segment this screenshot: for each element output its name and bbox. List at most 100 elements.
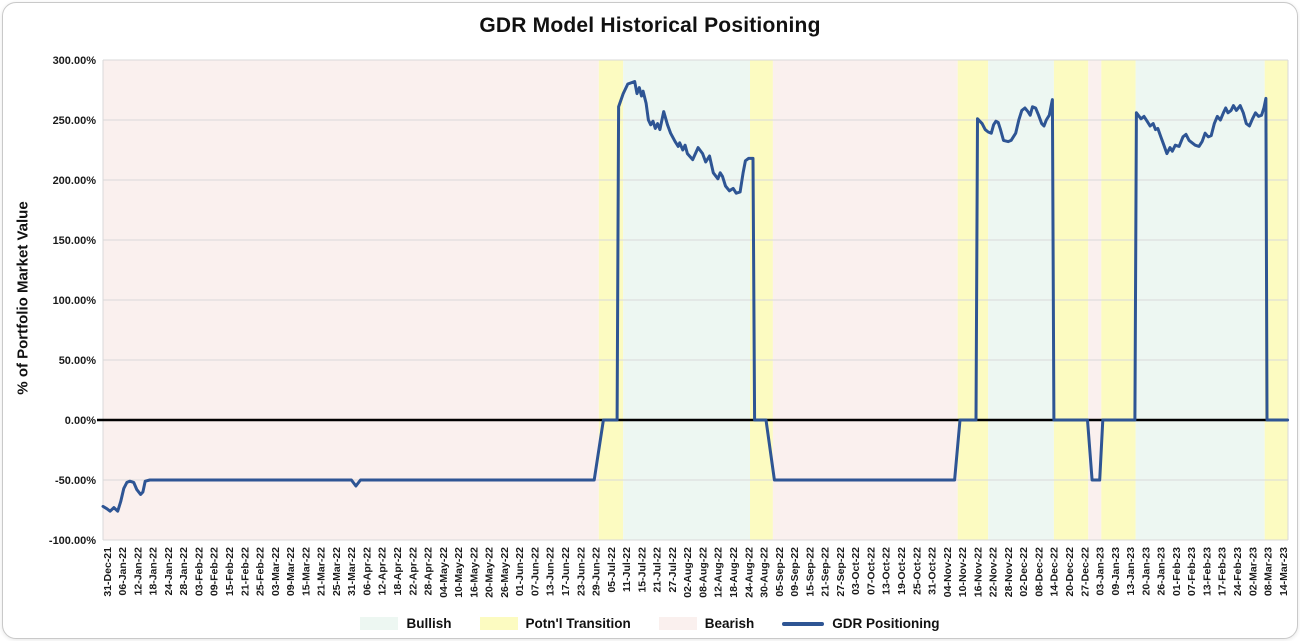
x-tick-label: 02-Aug-22	[682, 547, 694, 598]
y-tick-label: 250.00%	[53, 115, 97, 127]
x-tick-label: 23-Jun-22	[575, 547, 587, 596]
x-tick-label: 13-Jun-22	[545, 547, 557, 596]
x-tick-label: 28-Apr-22	[423, 547, 435, 596]
y-tick-label: -50.00%	[55, 475, 96, 487]
x-tick-label: 16-Nov-22	[972, 547, 984, 597]
y-tick-label: 200.00%	[53, 175, 97, 187]
x-tick-label: 25-Mar-22	[331, 547, 343, 596]
x-tick-label: 31-Oct-22	[927, 547, 939, 595]
x-tick-label: 17-Feb-23	[1217, 547, 1229, 596]
x-tick-label: 15-Sep-22	[804, 547, 816, 597]
x-tick-label: 13-Oct-22	[881, 547, 893, 595]
x-tick-label: 16-May-22	[468, 547, 480, 598]
x-tick-label: 12-Aug-22	[713, 547, 725, 598]
x-tick-label: 21-Jul-22	[652, 547, 664, 593]
x-tick-label: 07-Feb-23	[1186, 547, 1198, 596]
y-tick-label: 300.00%	[53, 55, 97, 67]
x-tick-label: 05-Jul-22	[606, 547, 618, 593]
x-tick-label: 02-Mar-23	[1247, 547, 1259, 596]
x-tick-label: 04-May-22	[438, 547, 450, 598]
x-tick-label: 12-Jan-22	[132, 547, 144, 596]
x-tick-label: 08-Aug-22	[697, 547, 709, 598]
x-tick-label: 21-Sep-22	[820, 547, 832, 597]
y-tick-label: 50.00%	[59, 355, 97, 367]
x-tick-label: 01-Feb-23	[1171, 547, 1183, 596]
x-tick-label: 07-Oct-22	[865, 547, 877, 595]
x-tick-label: 31-Mar-22	[346, 547, 358, 596]
legend-item-potn-l-transition: Potn'l Transition	[479, 616, 631, 631]
legend-label-bearish: Bearish	[704, 616, 755, 631]
y-tick-label: 100.00%	[53, 295, 97, 307]
x-tick-label: 06-Jan-22	[117, 547, 129, 596]
x-tick-label: 09-Mar-22	[285, 547, 297, 596]
legend-item-bullish: Bullish	[360, 616, 452, 631]
legend-label-bullish: Bullish	[406, 616, 452, 631]
y-tick-label: -100.00%	[49, 535, 96, 547]
legend: Bullish Potn'l Transition Bearish GDR Posit…	[3, 616, 1297, 631]
legend-label-potn-l-transition: Potn'l Transition	[525, 616, 631, 631]
x-tick-label: 21-Feb-22	[239, 547, 251, 596]
x-tick-label: 03-Mar-22	[270, 547, 282, 596]
legend-swatch-bearish	[658, 617, 697, 630]
x-tick-label: 11-Jul-22	[621, 547, 633, 592]
legend-item-gdr-positioning: GDR Positioning	[782, 616, 940, 631]
x-tick-label: 09-Sep-22	[789, 547, 801, 597]
gdr-positioning-line	[101, 80, 1290, 513]
x-tick-label: 03-Jan-23	[1095, 547, 1107, 596]
x-tick-label: 31-Dec-21	[102, 547, 114, 597]
x-tick-label: 07-Jun-22	[529, 547, 541, 596]
x-tick-label: 26-May-22	[499, 547, 511, 598]
x-tick-label: 15-Jul-22	[636, 547, 648, 593]
x-tick-label: 28-Jan-22	[178, 547, 190, 596]
x-tick-label: 05-Sep-22	[774, 547, 786, 597]
x-tick-label: 27-Dec-22	[1079, 547, 1091, 597]
x-tick-label: 24-Jan-22	[163, 547, 175, 596]
legend-swatch-bullish	[360, 617, 399, 630]
legend-label-gdr-positioning: GDR Positioning	[832, 616, 940, 631]
x-tick-label: 18-Jan-22	[148, 547, 160, 596]
x-tick-label: 08-Mar-23	[1263, 547, 1275, 596]
x-tick-label: 22-Nov-22	[988, 547, 1000, 597]
x-tick-label: 27-Jul-22	[667, 547, 679, 593]
y-tick-label: 0.00%	[65, 415, 96, 427]
x-tick-label: 27-Sep-22	[835, 547, 847, 597]
x-tick-label: 03-Feb-22	[193, 547, 205, 596]
x-tick-label: 24-Feb-23	[1232, 547, 1244, 596]
chart-title: GDR Model Historical Positioning	[479, 14, 821, 37]
x-tick-label: 22-Apr-22	[407, 547, 419, 596]
x-tick-label: 24-Aug-22	[743, 547, 755, 598]
x-tick-label: 20-Jan-23	[1140, 547, 1152, 596]
x-tick-label: 10-Nov-22	[957, 547, 969, 597]
x-tick-label: 30-Aug-22	[759, 547, 771, 598]
x-tick-label: 17-Jun-22	[560, 547, 572, 596]
x-tick-label: 08-Dec-22	[1033, 547, 1045, 597]
x-tick-label: 13-Feb-23	[1201, 547, 1213, 596]
x-tick-label: 03-Oct-22	[850, 547, 862, 595]
x-tick-label: 20-May-22	[484, 547, 496, 598]
x-tick-label: 09-Feb-22	[209, 547, 221, 596]
x-tick-label: 26-Jan-23	[1156, 547, 1168, 596]
legend-swatch-potn-l-transition	[479, 617, 518, 630]
x-tick-label: 18-Aug-22	[728, 547, 740, 598]
x-tick-label: 25-Oct-22	[911, 547, 923, 595]
x-tick-label: 15-Mar-22	[300, 547, 312, 596]
x-tick-label: 12-Apr-22	[377, 547, 389, 596]
x-tick-label: 14-Dec-22	[1049, 547, 1061, 597]
legend-swatch-gdr-positioning	[782, 621, 825, 626]
x-tick-label: 29-Jun-22	[591, 547, 603, 596]
x-tick-label: 20-Dec-22	[1064, 547, 1076, 597]
x-tick-label: 04-Nov-22	[942, 547, 954, 597]
y-tick-label: 150.00%	[53, 235, 97, 247]
x-tick-label: 01-Jun-22	[514, 547, 526, 596]
x-tick-label: 06-Apr-22	[361, 547, 373, 596]
x-tick-label: 15-Feb-22	[224, 547, 236, 596]
x-tick-label: 10-May-22	[453, 547, 465, 598]
plot-area: -100.00% -50.00% 0.00% 50.00% 100.00% 150.00%…	[49, 55, 1290, 598]
x-tick-label: 19-Oct-22	[896, 547, 908, 595]
x-tick-label: 28-Nov-22	[1003, 547, 1015, 597]
legend-item-bearish: Bearish	[658, 616, 755, 631]
x-tick-label: 25-Feb-22	[255, 547, 267, 596]
x-tick-label: 13-Jan-23	[1125, 547, 1137, 596]
x-tick-label: 18-Apr-22	[392, 547, 404, 596]
